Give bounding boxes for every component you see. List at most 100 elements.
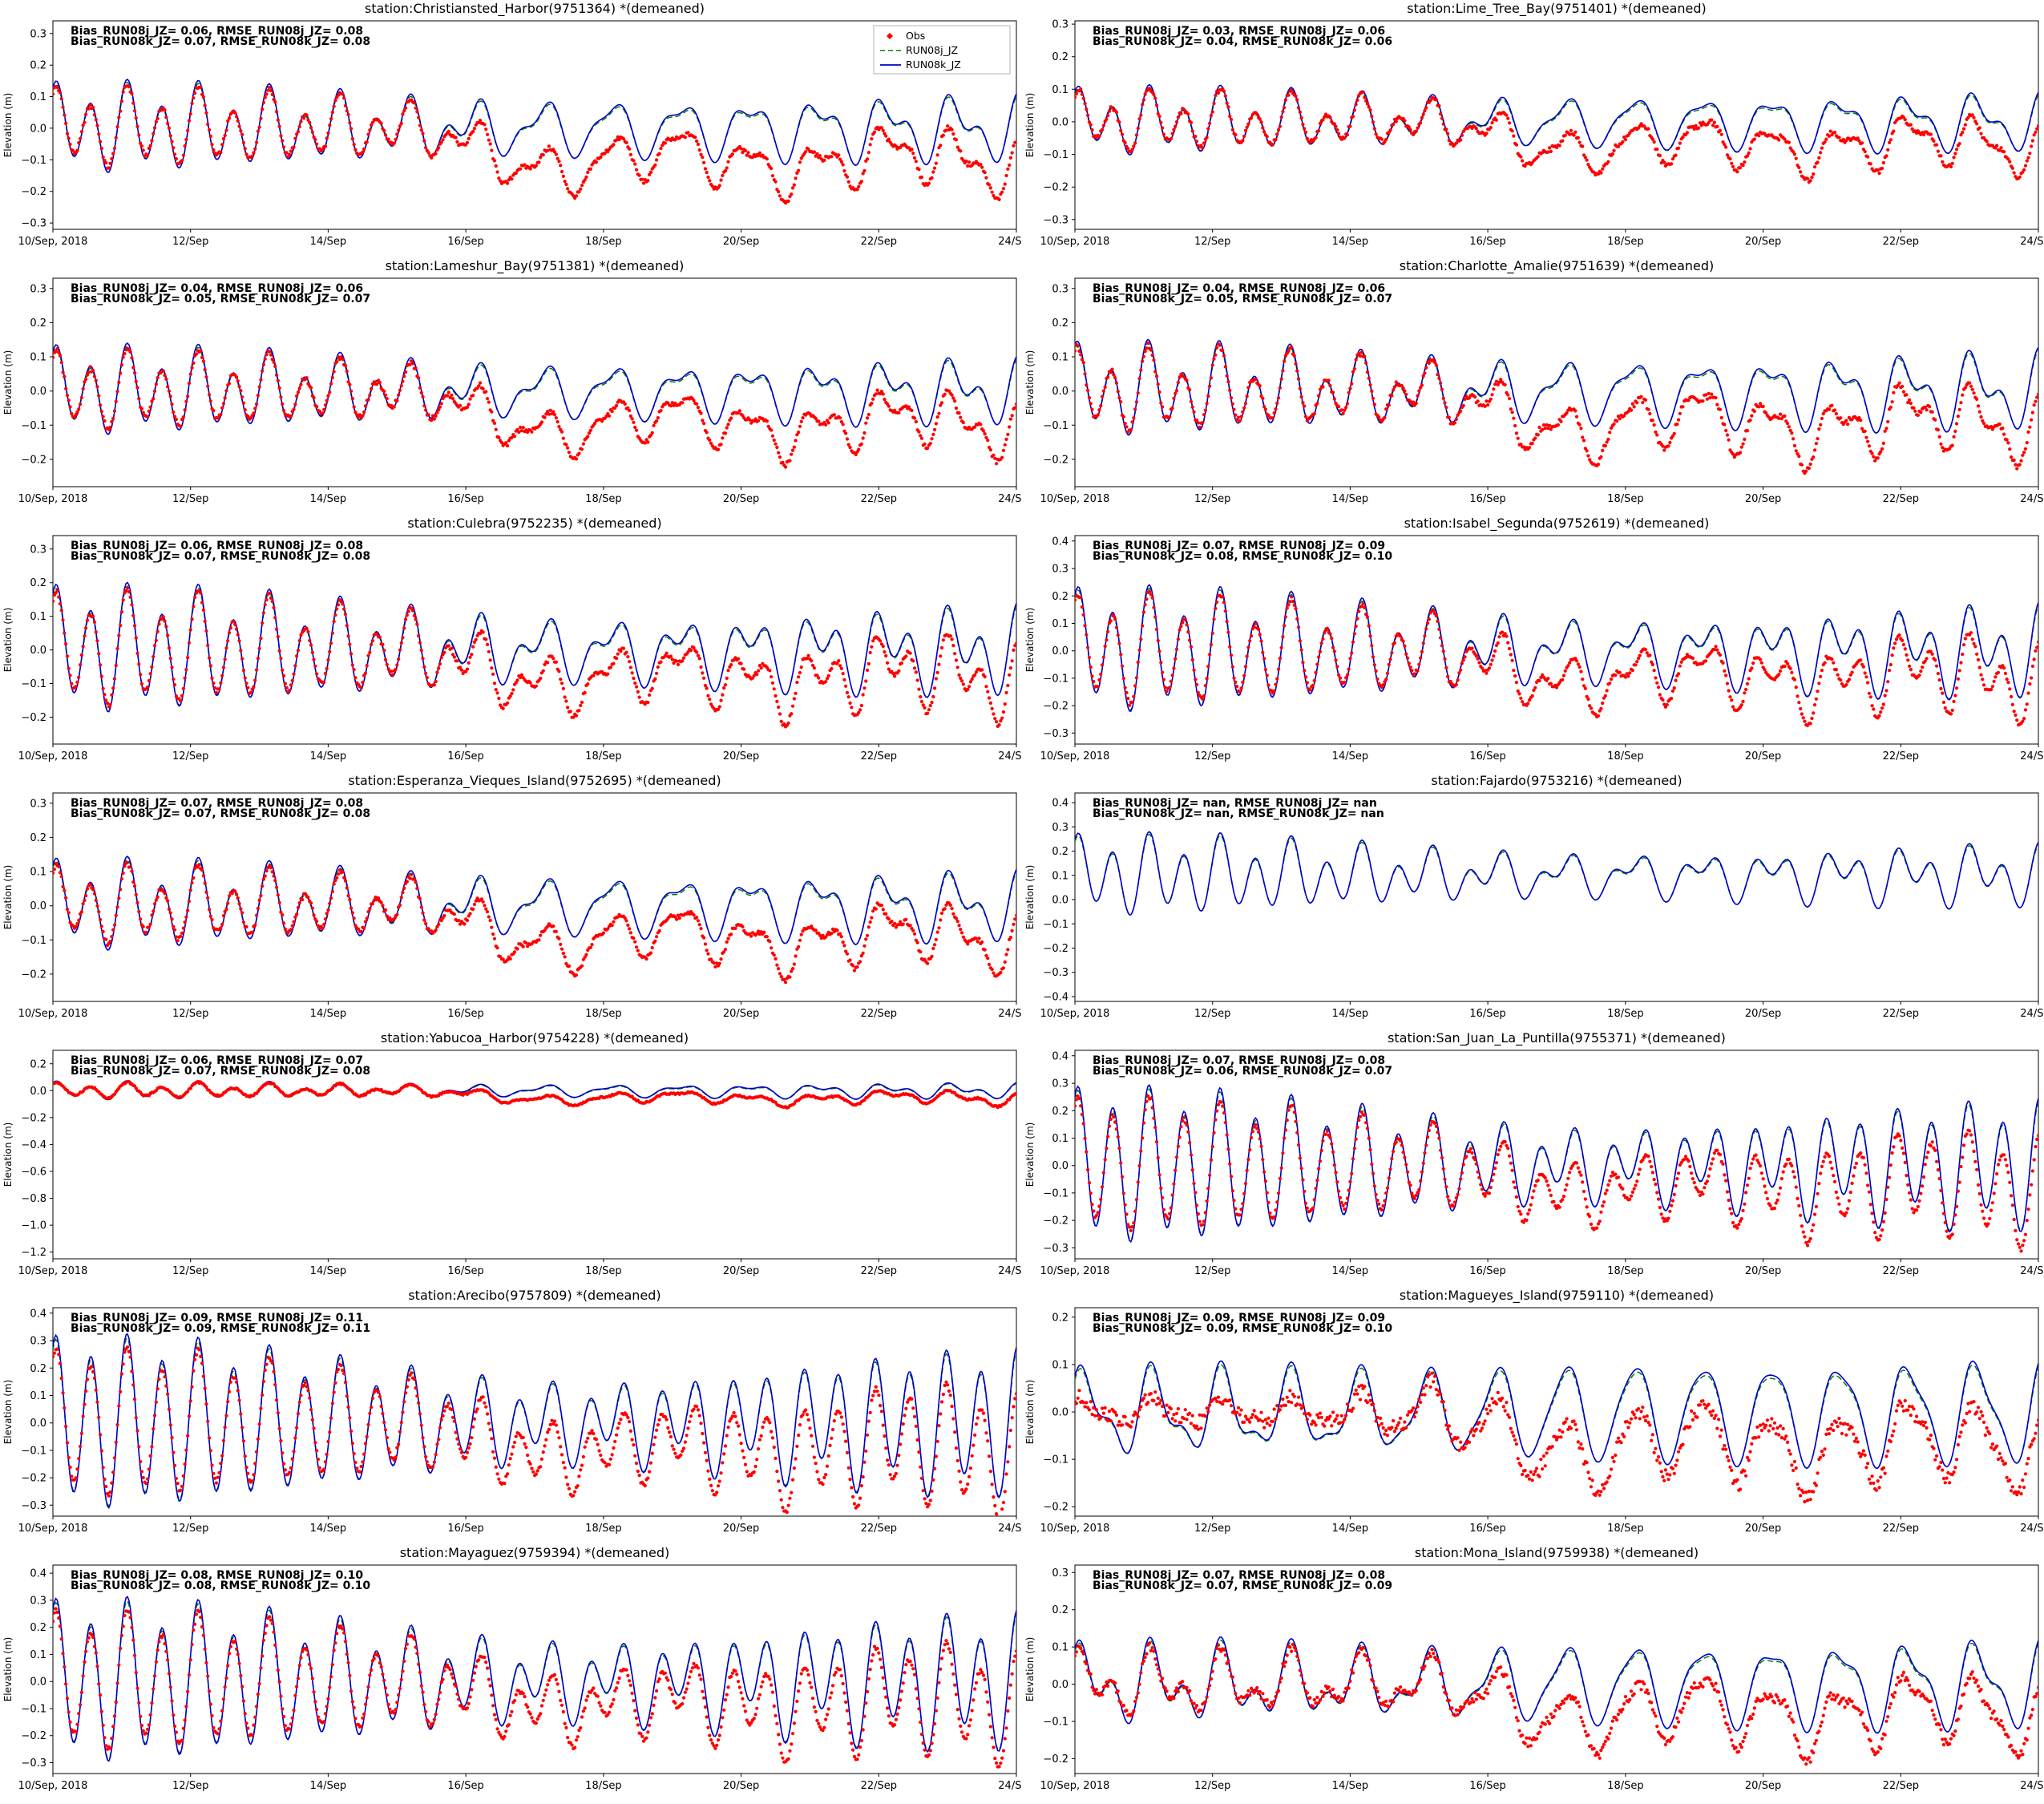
stats-text-run08j: Bias_RUN08j_JZ= 0.06, RMSE_RUN08j_JZ= 0.… [71, 540, 363, 552]
run08j-series [1075, 1088, 2038, 1242]
y-tick-label: −0.2 [1043, 1502, 1068, 1514]
y-tick-label: 0.1 [1052, 870, 1068, 882]
x-tick-label: 12/Sep [172, 1008, 208, 1020]
y-tick-label: −0.2 [1043, 1753, 1068, 1766]
stats-text-run08k: Bias_RUN08k_JZ= 0.06, RMSE_RUN08k_JZ= 0.… [1093, 1065, 1392, 1078]
y-tick-label: 0.0 [30, 386, 46, 398]
x-tick-label: 18/Sep [1607, 1523, 1643, 1535]
y-tick-label: 0.0 [30, 1418, 46, 1430]
x-tick-label: 20/Sep [1745, 1780, 1781, 1792]
legend-run08j-label: RUN08j_JZ [906, 44, 958, 56]
y-tick-label: 0.3 [1052, 283, 1068, 295]
x-tick-label: 16/Sep [447, 236, 483, 248]
subplot-title: station:Mona_Island(9759938) *(demeaned) [1415, 1545, 1699, 1561]
y-axis-label: Elevation (m) [2, 1122, 14, 1187]
run08k-series [53, 855, 1016, 951]
stats-text-run08j: Bias_RUN08j_JZ= nan, RMSE_RUN08j_JZ= nan [1093, 797, 1377, 810]
run08k-series [53, 1333, 1016, 1509]
y-tick-label: 0.0 [30, 645, 46, 657]
subplot-Yabucoa_Harbor: station:Yabucoa_Harbor(9754228) *(demean… [2, 1030, 1022, 1277]
y-tick-label: 0.3 [1052, 1567, 1068, 1580]
stats-text-run08k: Bias_RUN08k_JZ= 0.07, RMSE_RUN08k_JZ= 0.… [71, 550, 370, 563]
subplot-title: station:Lameshur_Bay(9751381) *(demeaned… [386, 258, 685, 274]
subplot-title: station:Charlotte_Amalie(9751639) *(deme… [1400, 258, 1715, 274]
x-tick-label: 22/Sep [1883, 493, 1919, 505]
x-tick-label: 22/Sep [861, 493, 897, 505]
y-tick-label: 0.3 [1052, 822, 1068, 834]
x-tick-label: 12/Sep [1194, 1008, 1230, 1020]
obs-series [1075, 1371, 2038, 1504]
tick-marks [50, 33, 1017, 233]
y-tick-label: −0.2 [1043, 182, 1068, 194]
stats-text-run08k: Bias_RUN08k_JZ= 0.05, RMSE_RUN08k_JZ= 0.… [71, 293, 370, 305]
subplot-title: station:Esperanza_Vieques_Island(9752695… [348, 773, 721, 789]
y-tick-label: 0.4 [30, 1568, 46, 1580]
x-tick-label: 14/Sep [310, 1265, 346, 1277]
x-tick-label: 14/Sep [1332, 750, 1368, 762]
y-tick-label: −0.2 [21, 1473, 46, 1485]
plot-border [1074, 277, 2039, 487]
y-tick-label: −0.2 [21, 1112, 46, 1124]
y-tick-label: −0.3 [1043, 214, 1068, 226]
y-tick-label: 0.1 [30, 611, 46, 623]
y-tick-label: 0.0 [30, 1086, 46, 1098]
y-tick-label: 0.1 [1052, 1133, 1068, 1145]
stats-text-run08j: Bias_RUN08j_JZ= 0.07, RMSE_RUN08j_JZ= 0.… [1093, 1569, 1385, 1582]
stats-text-run08j: Bias_RUN08j_JZ= 0.07, RMSE_RUN08j_JZ= 0.… [1093, 1054, 1385, 1067]
x-tick-label: 10/Sep, 2018 [1040, 493, 1110, 505]
y-axis-label: Elevation (m) [1024, 865, 1036, 930]
x-tick-label: 24/Sep [998, 493, 1022, 505]
plot-border [1074, 535, 2039, 745]
x-tick-label: 24/Sep [998, 1523, 1022, 1535]
x-tick-label: 14/Sep [310, 1780, 346, 1792]
stats-text-run08j: Bias_RUN08j_JZ= 0.09, RMSE_RUN08j_JZ= 0.… [1093, 1312, 1385, 1325]
y-tick-label: 0.2 [1052, 846, 1068, 858]
run08j-series [1075, 1639, 2038, 1733]
x-tick-label: 14/Sep [310, 1008, 346, 1020]
y-tick-label: −0.3 [1043, 728, 1068, 740]
y-tick-label: −0.2 [1043, 701, 1068, 713]
stats-text-run08k: Bias_RUN08k_JZ= 0.09, RMSE_RUN08k_JZ= 0.… [71, 1322, 370, 1335]
y-tick-label: −0.1 [21, 155, 46, 167]
stats-text-run08j: Bias_RUN08j_JZ= 0.06, RMSE_RUN08j_JZ= 0.… [71, 25, 363, 38]
y-tick-label: 0.1 [1052, 1642, 1068, 1654]
x-tick-label: 12/Sep [172, 493, 208, 505]
x-tick-label: 22/Sep [861, 1008, 897, 1020]
y-tick-label: 0.1 [30, 1649, 46, 1661]
x-tick-label: 18/Sep [585, 1265, 621, 1277]
y-tick-label: 0.0 [1052, 895, 1068, 907]
x-tick-label: 20/Sep [1745, 1523, 1781, 1535]
y-tick-label: −0.8 [21, 1193, 46, 1205]
y-tick-label: 0.4 [1052, 1050, 1068, 1062]
subplot-title: station:Magueyes_Island(9759110) *(demea… [1400, 1288, 1714, 1304]
x-tick-label: 22/Sep [1883, 1523, 1919, 1535]
y-tick-label: 0.2 [30, 60, 46, 72]
x-tick-label: 16/Sep [447, 1008, 483, 1020]
y-tick-label: 0.1 [1052, 1359, 1068, 1371]
obs-series [1075, 589, 2038, 727]
x-tick-label: 18/Sep [585, 493, 621, 505]
subplot-Lameshur_Bay: station:Lameshur_Bay(9751381) *(demeaned… [2, 258, 1022, 505]
x-tick-label: 22/Sep [1883, 236, 1919, 248]
y-tick-label: −0.3 [1043, 967, 1068, 979]
y-tick-label: −0.1 [21, 1445, 46, 1457]
x-tick-label: 18/Sep [585, 1008, 621, 1020]
y-axis-label: Elevation (m) [2, 865, 14, 930]
tick-marks [50, 1572, 1017, 1777]
obs-series [53, 1345, 1016, 1516]
y-tick-label: 0.4 [1052, 536, 1068, 548]
run08k-series [53, 78, 1016, 173]
stats-text-run08k: Bias_RUN08k_JZ= 0.04, RMSE_RUN08k_JZ= 0.… [1093, 35, 1392, 48]
run08k-series [53, 342, 1016, 435]
stats-text-run08j: Bias_RUN08j_JZ= 0.09, RMSE_RUN08j_JZ= 0.… [71, 1312, 363, 1325]
obs-series [53, 586, 1016, 729]
x-tick-label: 24/Sep [2020, 236, 2044, 248]
run08j-series [53, 859, 1016, 951]
x-tick-label: 10/Sep, 2018 [18, 1008, 88, 1020]
run08k-series [53, 1596, 1016, 1762]
x-tick-label: 22/Sep [861, 236, 897, 248]
x-tick-label: 10/Sep, 2018 [18, 236, 88, 248]
y-tick-label: 0.0 [30, 123, 46, 135]
x-tick-label: 20/Sep [1745, 1008, 1781, 1020]
